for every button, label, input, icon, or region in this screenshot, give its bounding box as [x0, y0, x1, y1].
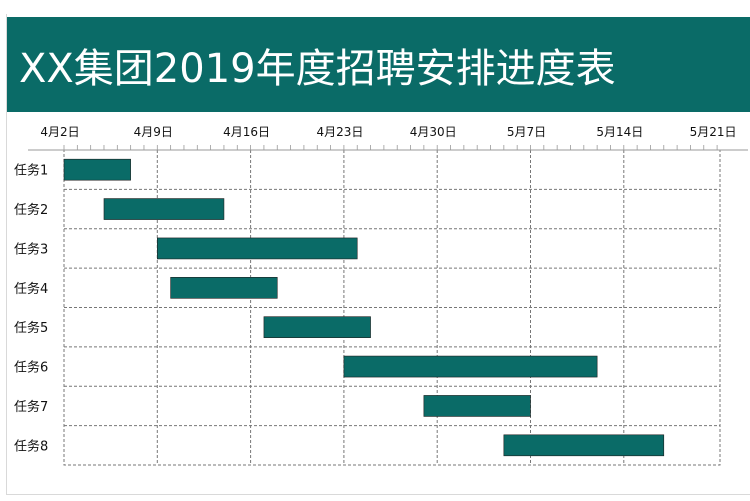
x-tick-label: 4月23日: [316, 125, 363, 139]
category-labels: 任务1 任务2 任务3 任务4 任务5 任务6 任务7 任务8: [14, 163, 48, 455]
gantt-bar: [503, 434, 665, 457]
category-label: 任务4: [14, 281, 48, 297]
gantt-bars: [63, 158, 665, 457]
category-label: 任务6: [14, 360, 48, 376]
gantt-bar: [157, 237, 358, 260]
gantt-bar: [103, 198, 225, 220]
category-label: 任务8: [14, 438, 48, 454]
x-tick-label: 5月21日: [690, 125, 737, 139]
gantt-bar: [63, 158, 131, 181]
x-tick-label: 5月7日: [507, 125, 546, 139]
gantt-bar: [170, 277, 278, 299]
x-axis-ticks: 4月2日 4月9日 4月16日 4月23日 4月30日 5月7日 5月14日 5月21日: [28, 125, 748, 151]
grid-layer: [63, 149, 721, 466]
category-label: 任务1: [14, 163, 48, 179]
x-tick-label: 4月16日: [223, 125, 270, 139]
chart-frame: [6, 14, 750, 495]
category-label: 任务7: [14, 399, 48, 415]
gantt-bar: [343, 355, 598, 378]
category-label: 任务5: [14, 320, 48, 336]
x-tick-label: 4月2日: [40, 125, 79, 139]
category-label: 任务2: [14, 202, 48, 218]
chart-title: XX集团2019年度招聘安排进度表: [7, 17, 750, 112]
x-tick-label: 4月9日: [134, 125, 173, 139]
category-label: 任务3: [14, 241, 48, 257]
x-tick-label: 4月30日: [410, 125, 457, 139]
x-tick-label: 5月14日: [596, 125, 643, 139]
gantt-bar: [423, 395, 531, 417]
gantt-bar: [263, 316, 371, 338]
